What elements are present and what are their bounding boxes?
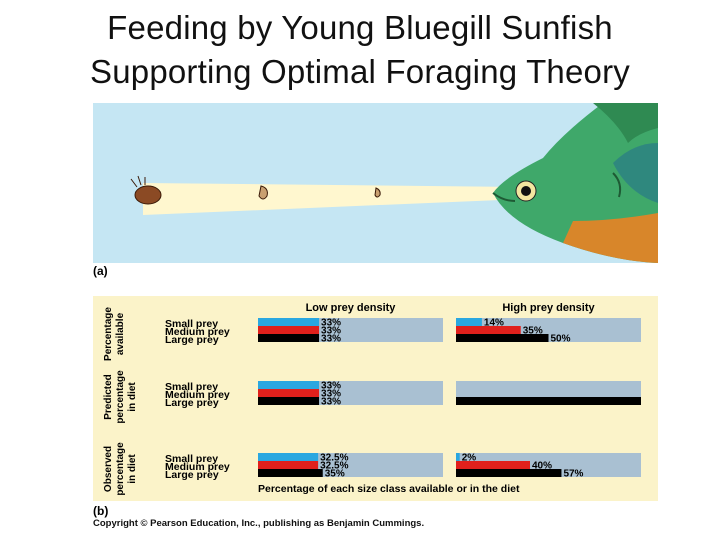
category-label: Medium prey xyxy=(165,389,230,401)
category-label: Small prey xyxy=(165,381,218,393)
data-label: 32.5% xyxy=(320,461,348,472)
vision-beam xyxy=(143,183,523,215)
bar xyxy=(456,318,482,326)
row-label: Percentage xyxy=(103,307,114,361)
data-label: 2% xyxy=(462,453,477,464)
category-label: Large prey xyxy=(165,334,219,346)
bar xyxy=(456,461,530,469)
panel-label-b: (b) xyxy=(93,504,109,518)
category-label: Large prey xyxy=(165,397,219,409)
bluegill-fish xyxy=(492,103,658,263)
row-label: Observed xyxy=(103,446,114,492)
bar xyxy=(258,318,320,326)
data-label: 33% xyxy=(321,318,341,329)
bar xyxy=(258,334,320,342)
row-label: in diet xyxy=(127,382,138,412)
row-label: Predicted xyxy=(103,374,114,420)
data-label: 35% xyxy=(325,469,345,480)
row-label: available xyxy=(115,312,126,355)
bar xyxy=(456,326,521,334)
column-heading: Low prey density xyxy=(306,302,397,314)
x-axis-label: Percentage of each size class available … xyxy=(258,483,520,495)
data-label: 33% xyxy=(321,334,341,345)
bar xyxy=(258,461,319,469)
category-label: Small prey xyxy=(165,453,218,465)
copyright-text: Copyright © Pearson Education, Inc., pub… xyxy=(93,518,425,529)
prey-density-chart: Low prey density High prey density Percent… xyxy=(93,296,658,501)
category-label: Medium prey xyxy=(165,326,230,338)
title-line-2: Supporting Optimal Foraging Theory xyxy=(90,53,630,90)
data-label: 40% xyxy=(532,461,552,472)
data-label: 57% xyxy=(563,469,583,480)
data-label: 33% xyxy=(321,326,341,337)
bar xyxy=(258,381,320,389)
bar xyxy=(456,453,460,461)
panel-label-a: (a) xyxy=(93,264,108,278)
large-prey-item xyxy=(130,175,162,205)
data-label: 35% xyxy=(523,326,543,337)
column-heading: High prey density xyxy=(502,302,595,314)
row-label: in diet xyxy=(127,454,138,484)
row-label: percentage xyxy=(115,370,126,424)
data-label: 14% xyxy=(484,318,504,329)
bar xyxy=(258,453,319,461)
category-label: Medium prey xyxy=(165,461,230,473)
data-label: 33% xyxy=(321,397,341,408)
data-label: 100% xyxy=(613,397,639,408)
data-label: 33% xyxy=(321,381,341,392)
data-label: 32.5% xyxy=(320,453,348,464)
bar xyxy=(456,397,641,405)
title-line-1: Feeding by Young Bluegill Sunfish xyxy=(107,9,613,46)
small-prey-item xyxy=(374,187,381,198)
category-label: Small prey xyxy=(165,318,218,330)
bar xyxy=(456,469,562,477)
data-label: 50% xyxy=(551,334,571,345)
medium-prey-item xyxy=(258,185,268,200)
bar xyxy=(258,389,320,397)
category-label: Large prey xyxy=(165,469,219,481)
bar xyxy=(456,334,549,342)
bluegill-illustration xyxy=(93,103,658,263)
bar xyxy=(258,397,320,405)
row-label: percentage xyxy=(115,442,126,496)
data-label: 33% xyxy=(321,389,341,400)
bar xyxy=(258,326,320,334)
bar xyxy=(258,469,323,477)
